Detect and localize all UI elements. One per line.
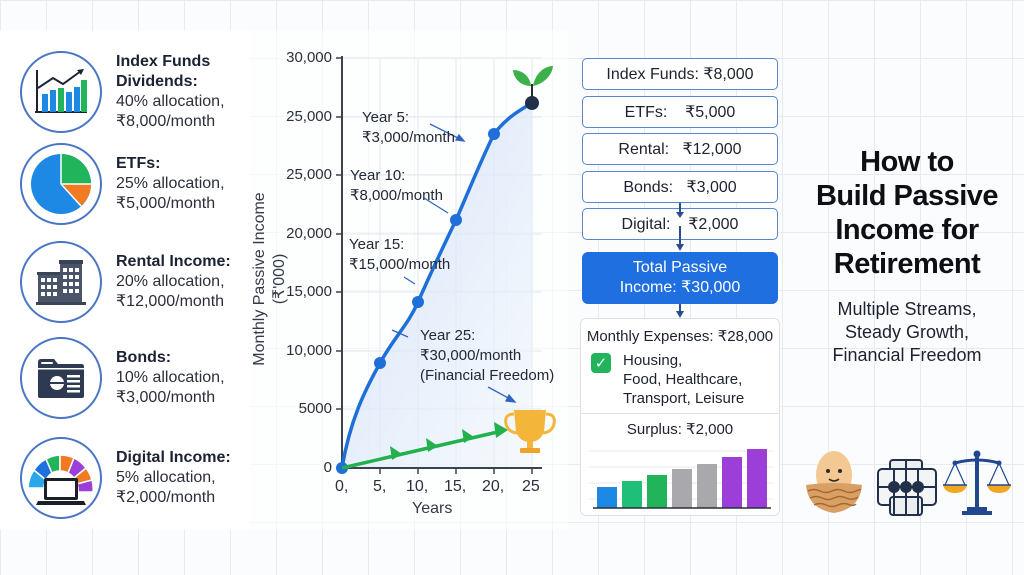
stream-name: Dividends:: [116, 73, 198, 90]
trophy-icon: [504, 410, 556, 453]
total-passive-income-box: Total Passive Income: ₹30,000: [582, 252, 778, 304]
y-tick: 25,000: [286, 108, 332, 125]
bottom-icon-row: [806, 450, 1011, 516]
flow-arrows: [676, 203, 684, 318]
endpoint-marker: [525, 96, 539, 110]
x-tick: 10,: [406, 478, 429, 495]
page-title: How to Build Passive Income for Retireme…: [815, 146, 999, 280]
surplus-label: Surplus: ₹2,000: [626, 421, 734, 438]
stream-allocation: 5% allocation,: [116, 469, 216, 486]
y-tick: 30,000: [286, 49, 332, 66]
steady-growth-arrow: [341, 422, 508, 470]
balance-scale-icon: [943, 450, 1011, 515]
y-axis-label: Monthly Passive Income (₹'000): [251, 192, 288, 366]
expense-item: Housing,: [623, 352, 683, 369]
stream-amount: ₹12,000/month: [116, 293, 225, 310]
flow-box-rental: Rental: ₹12,000: [582, 133, 778, 165]
x-tick: 5,: [373, 478, 387, 495]
stream-bonds: Bonds: 10% allocation, ₹3,000/month: [20, 336, 250, 420]
expenses-title: Monthly Expenses: ₹28,000: [586, 328, 774, 345]
stream-rental: Rental Income: 20% allocation, ₹12,000/m…: [20, 240, 250, 324]
flow-box-etfs: ETFs: ₹5,000: [582, 96, 778, 128]
stream-etfs: ETFs: 25% allocation, ₹5,000/month: [20, 142, 250, 226]
flow-box-index-funds: Index Funds: ₹8,000: [582, 58, 778, 90]
stream-index-funds: Index Funds Dividends: 40% allocation, ₹…: [20, 50, 250, 134]
x-tick: 20,: [482, 478, 505, 495]
laptop-rainbow-icon: [20, 437, 102, 519]
x-axis-label: Years: [412, 500, 453, 517]
stream-name: Digital Income:: [116, 449, 231, 466]
annotation-year-5: Year 5: ₹3,000/month: [362, 109, 455, 146]
flow-box-bonds: Bonds: ₹3,000: [582, 171, 778, 203]
bond-folder-icon: [20, 337, 102, 419]
annotation-year-25: Year 25: ₹30,000/month (Financial Freedo…: [420, 327, 555, 384]
y-tick: 25,000: [286, 166, 332, 183]
y-tick: 10,000: [286, 342, 332, 359]
stream-amount: ₹3,000/month: [116, 389, 216, 406]
stream-name: Rental Income:: [116, 253, 231, 270]
stream-name: Bonds:: [116, 349, 172, 366]
x-tick: 0,: [335, 478, 349, 495]
sprout-icon: [513, 66, 553, 98]
expenses-card: Monthly Expenses: ₹28,000 ✓ Housing, Foo…: [580, 318, 780, 516]
stream-amount: ₹5,000/month: [116, 195, 216, 212]
stream-allocation: 25% allocation,: [116, 175, 225, 192]
stream-amount: ₹8,000/month: [116, 113, 216, 130]
total-value: Income: ₹30,000: [619, 279, 741, 296]
y-tick: 20,000: [286, 225, 332, 242]
y-tick: 15,000: [286, 283, 332, 300]
checkmark-icon: ✓: [591, 353, 611, 373]
stream-name: Index Funds: [116, 53, 211, 70]
y-tick: 5000: [298, 400, 332, 417]
annotation-year-15: Year 15: ₹15,000/month: [349, 236, 451, 273]
pie-chart-icon: [20, 143, 102, 225]
stream-allocation: 20% allocation,: [116, 273, 225, 290]
stream-allocation: 10% allocation,: [116, 369, 225, 386]
surplus-bar-chart: [589, 449, 773, 509]
total-label: Total Passive: [632, 259, 728, 276]
divider: [581, 413, 779, 414]
expenses-list: Housing, Food, Healthcare, Transport, Le…: [623, 351, 744, 408]
x-tick: 15,: [444, 478, 467, 495]
network-grid-icon: [877, 459, 937, 516]
expense-item: Transport, Leisure: [623, 390, 745, 407]
stream-digital: Digital Income: 5% allocation, ₹2,000/mo…: [20, 436, 250, 520]
bar-chart-growth-icon: [20, 51, 102, 133]
annotation-year-10: Year 10: ₹8,000/month: [350, 167, 443, 204]
page-subtitle: Multiple Streams, Steady Growth, Financi…: [832, 299, 982, 365]
y-tick: 0: [323, 459, 332, 476]
income-growth-chart: [336, 56, 556, 474]
stream-amount: ₹2,000/month: [116, 489, 216, 506]
stream-name: ETFs:: [116, 155, 161, 172]
x-tick: 25: [522, 478, 540, 495]
expense-item: Food, Healthcare,: [623, 371, 743, 388]
stream-allocation: 40% allocation,: [116, 93, 225, 110]
building-icon: [20, 241, 102, 323]
nest-egg-icon: [806, 451, 862, 513]
